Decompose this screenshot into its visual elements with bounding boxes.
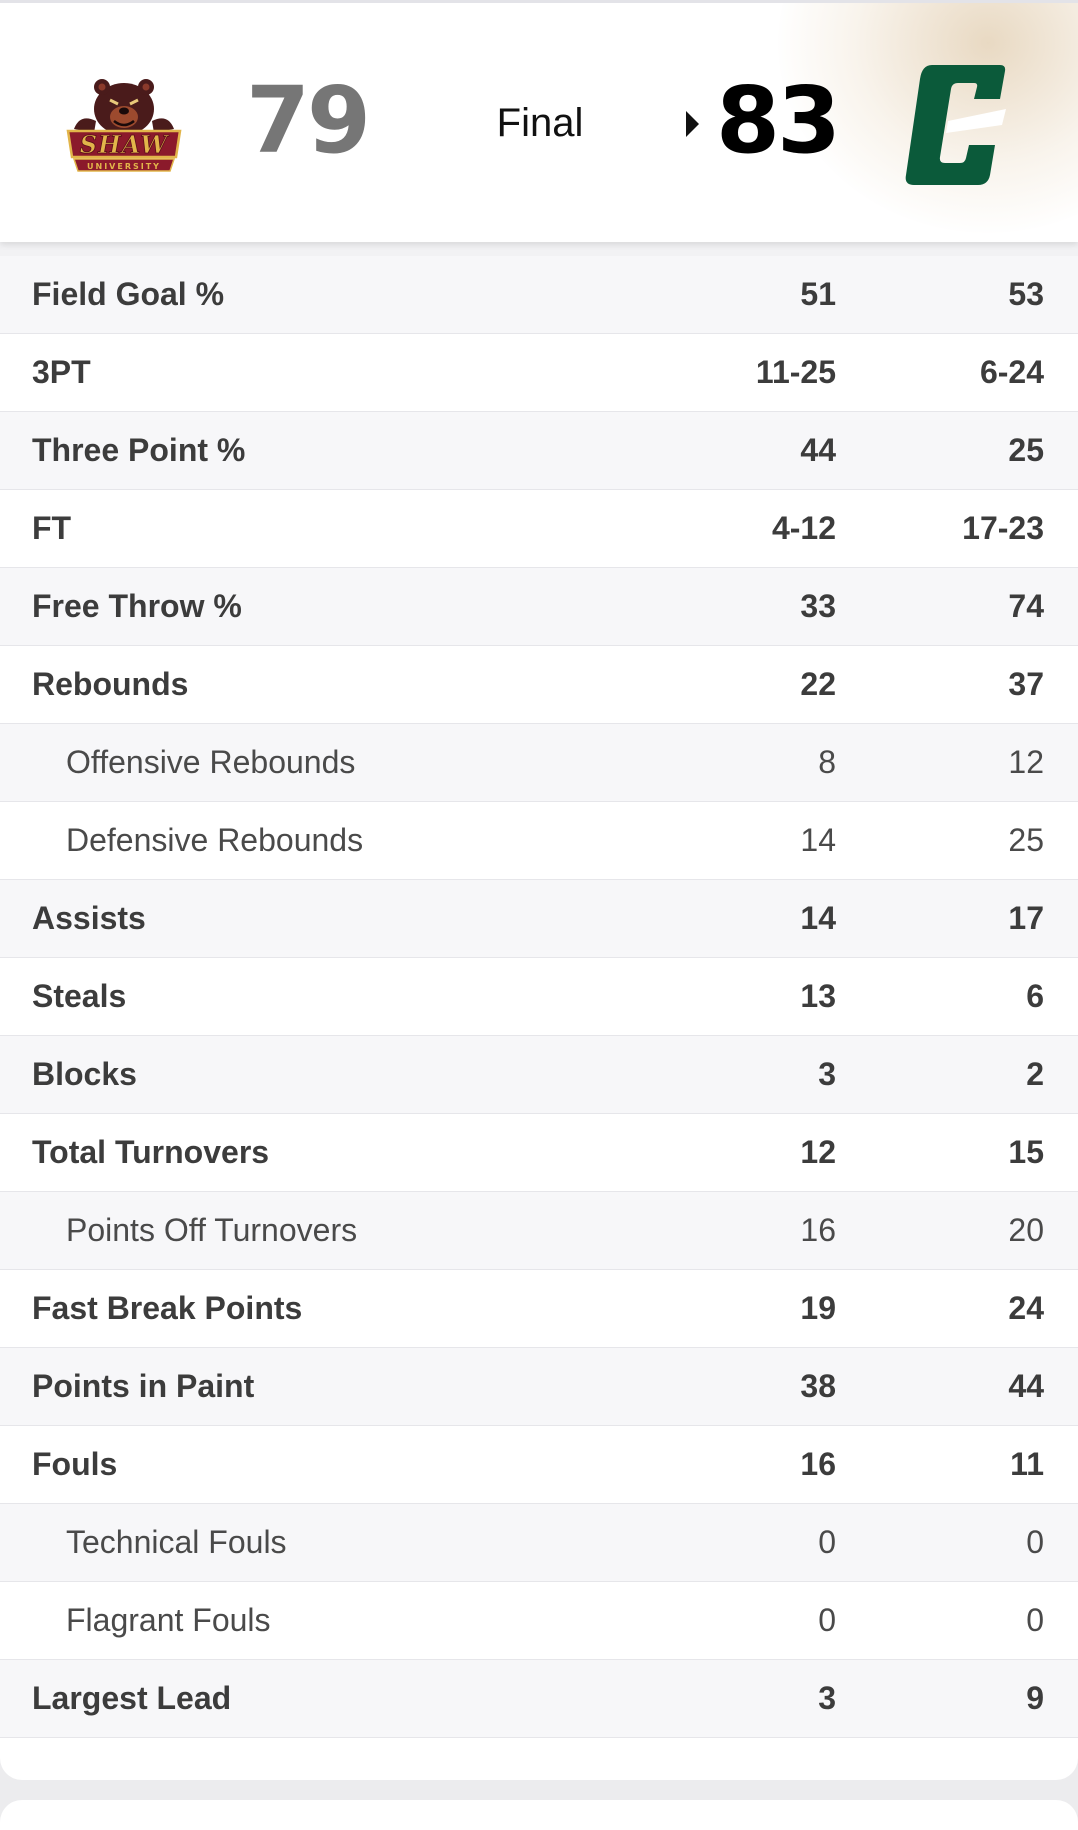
- stat-label: Free Throw %: [32, 588, 242, 624]
- stat-away-value: 38: [800, 1368, 836, 1404]
- stat-row: Fouls 16 11: [0, 1426, 1078, 1504]
- stat-away-value: 12: [800, 1134, 836, 1170]
- stat-away-value: 51: [800, 276, 836, 312]
- stat-row: Largest Lead 3 9: [0, 1660, 1078, 1738]
- team-stats-table: Field Goal % 51 53 3PT 11-25 6-24 Three Point …: [0, 242, 1078, 1780]
- stat-row: Three Point % 44 25: [0, 412, 1078, 490]
- stat-away-value: 44: [800, 432, 836, 468]
- stat-row: Total Turnovers 12 15: [0, 1114, 1078, 1192]
- stat-away-value: 3: [818, 1680, 836, 1716]
- stat-away-value: 14: [800, 822, 836, 858]
- stat-row: Field Goal % 51 53: [0, 256, 1078, 334]
- stat-away-value: 16: [800, 1212, 836, 1248]
- stat-rows-list: Field Goal % 51 53 3PT 11-25 6-24 Three Point …: [0, 256, 1078, 1738]
- stat-away-value: 3: [818, 1056, 836, 1092]
- stat-away-value: 0: [818, 1602, 836, 1638]
- stat-row: Flagrant Fouls 0 0: [0, 1582, 1078, 1660]
- stat-label: Offensive Rebounds: [66, 744, 356, 780]
- stat-label: 3PT: [32, 354, 91, 390]
- stat-row: FT 4-12 17-23: [0, 490, 1078, 568]
- svg-text:SHAW: SHAW: [80, 130, 169, 159]
- triangle-right-icon: [686, 111, 699, 137]
- stat-row: Assists 14 17: [0, 880, 1078, 958]
- svg-text:UNIVERSITY: UNIVERSITY: [87, 162, 161, 171]
- stat-row: Points in Paint 38 44: [0, 1348, 1078, 1426]
- stat-row: Blocks 3 2: [0, 1036, 1078, 1114]
- charlotte-c-logo[interactable]: [902, 59, 1008, 189]
- scoreboard-header: SHAW UNIVERSITY 79 Final 83: [0, 0, 1078, 242]
- shaw-university-bear-logo[interactable]: SHAW UNIVERSITY: [60, 77, 188, 175]
- stat-home-value: 0: [1026, 1602, 1044, 1638]
- stat-home-value: 74: [1008, 588, 1044, 624]
- stat-row: Offensive Rebounds 8 12: [0, 724, 1078, 802]
- stat-label: Assists: [32, 900, 146, 936]
- stat-home-value: 9: [1026, 1680, 1044, 1716]
- stat-home-value: 2: [1026, 1056, 1044, 1092]
- stat-away-value: 14: [800, 900, 836, 936]
- stat-home-value: 17: [1008, 900, 1044, 936]
- stat-home-value: 0: [1026, 1524, 1044, 1560]
- stat-label: Rebounds: [32, 666, 189, 702]
- stat-label: Blocks: [32, 1056, 137, 1092]
- stat-away-value: 4-12: [771, 510, 836, 546]
- home-team-score: 83: [716, 67, 841, 174]
- stat-label: FT: [32, 510, 72, 546]
- stat-home-value: 44: [1008, 1368, 1044, 1404]
- stat-row: Rebounds 22 37: [0, 646, 1078, 724]
- game-status: Final: [496, 101, 584, 145]
- stat-label: Defensive Rebounds: [66, 822, 364, 858]
- stat-row: 3PT 11-25 6-24: [0, 334, 1078, 412]
- next-section-card: [0, 1800, 1078, 1830]
- stat-label: Three Point %: [32, 432, 246, 468]
- stat-label: Fouls: [32, 1446, 118, 1482]
- stat-row: Steals 13 6: [0, 958, 1078, 1036]
- away-team-score: 79: [246, 67, 371, 174]
- stat-home-value: 17-23: [962, 510, 1044, 546]
- stat-away-value: 8: [818, 744, 836, 780]
- stat-label: Flagrant Fouls: [66, 1602, 271, 1638]
- stat-home-value: 53: [1008, 276, 1044, 312]
- stat-label: Technical Fouls: [66, 1524, 287, 1560]
- stat-home-value: 25: [1008, 822, 1044, 858]
- stat-label: Steals: [32, 978, 127, 1014]
- stat-away-value: 33: [800, 588, 836, 624]
- stat-row: Free Throw % 33 74: [0, 568, 1078, 646]
- stat-home-value: 6-24: [979, 354, 1044, 390]
- stat-home-value: 15: [1008, 1134, 1044, 1170]
- stat-away-value: 16: [800, 1446, 836, 1482]
- stat-away-value: 22: [800, 666, 836, 702]
- stat-label: Largest Lead: [32, 1680, 232, 1716]
- stat-home-value: 20: [1008, 1212, 1044, 1248]
- stat-home-value: 12: [1008, 744, 1044, 780]
- stat-label: Points Off Turnovers: [66, 1212, 358, 1248]
- table-top-divider: [0, 242, 1078, 256]
- stat-label: Fast Break Points: [32, 1290, 303, 1326]
- stat-home-value: 11: [1010, 1446, 1044, 1482]
- stat-home-value: 37: [1008, 666, 1044, 702]
- stat-label: Total Turnovers: [32, 1134, 270, 1170]
- stat-away-value: 11-25: [755, 354, 836, 390]
- stat-row: Defensive Rebounds 14 25: [0, 802, 1078, 880]
- stat-label: Points in Paint: [32, 1368, 255, 1404]
- stat-away-value: 13: [800, 978, 836, 1014]
- stat-away-value: 19: [800, 1290, 836, 1326]
- stat-home-value: 6: [1026, 978, 1044, 1014]
- stat-row: Fast Break Points 19 24: [0, 1270, 1078, 1348]
- stat-home-value: 24: [1008, 1290, 1044, 1326]
- stat-row: Points Off Turnovers 16 20: [0, 1192, 1078, 1270]
- stat-home-value: 25: [1008, 432, 1044, 468]
- stat-label: Field Goal %: [32, 276, 225, 312]
- stat-row: Technical Fouls 0 0: [0, 1504, 1078, 1582]
- stat-away-value: 0: [818, 1524, 836, 1560]
